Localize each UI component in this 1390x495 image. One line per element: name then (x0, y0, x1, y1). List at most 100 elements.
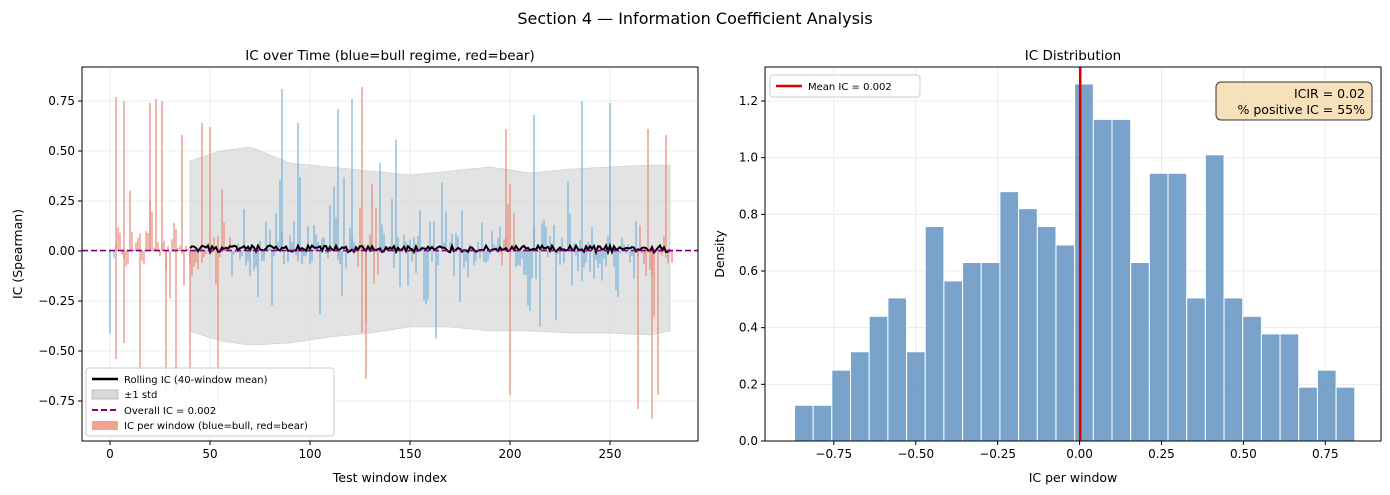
ic-bar (451, 233, 453, 251)
ic-bar (527, 251, 529, 306)
ic-bar (641, 251, 643, 254)
ic-bar (481, 222, 483, 251)
ic-bar (255, 251, 257, 267)
ic-bar (319, 251, 321, 314)
ic-bar (573, 243, 575, 251)
icir-annotation: ICIR = 0.02 % positive IC = 55% (1215, 81, 1373, 121)
ic-bar (579, 239, 581, 251)
ic-bar (459, 251, 461, 302)
ic-bar (465, 251, 467, 262)
ic-bar (287, 251, 289, 263)
ic-bar (165, 251, 167, 391)
annotation-icir: ICIR = 0.02 (1294, 86, 1365, 101)
ic-bar (597, 251, 599, 268)
ic-bar (271, 251, 273, 306)
ic-bar (311, 251, 313, 262)
ic-bar (321, 238, 323, 251)
ic-bar (221, 189, 223, 251)
ic-bar (625, 251, 627, 254)
histogram-bar (887, 297, 908, 442)
ic-bar (457, 236, 459, 251)
histogram-bar (1186, 297, 1206, 442)
histogram-bar (924, 226, 945, 442)
ic-bar (335, 217, 337, 251)
x-tick-label: 0.00 (1066, 447, 1093, 461)
ic-bar (189, 251, 191, 391)
ic-bar (141, 251, 143, 261)
ic-bar (293, 221, 295, 251)
ic-bar (435, 251, 437, 339)
ic-bar (617, 251, 619, 298)
x-tick-label: 0.75 (1312, 447, 1339, 461)
ic-bar (269, 229, 271, 251)
ic-bar (123, 101, 125, 251)
y-tick-label: 1.2 (739, 94, 758, 108)
ic-bar (357, 251, 359, 267)
ic-bar (181, 251, 183, 254)
ic-bar (149, 103, 151, 251)
ic-bar (453, 251, 455, 277)
ic-bar (647, 129, 649, 251)
rolling-ic-line (189, 242, 671, 256)
ic-bar (551, 247, 553, 251)
x-tick-label: 0.25 (1148, 447, 1175, 461)
ic-bar (123, 251, 125, 343)
ic-bar (309, 251, 311, 265)
ic-bar (279, 180, 281, 251)
ic-bar (217, 251, 219, 407)
ic-bar (521, 251, 523, 259)
ic-bar (479, 251, 481, 259)
ic-bar (409, 239, 411, 251)
ic-bar (145, 231, 147, 251)
ic-bar (265, 221, 267, 251)
ic-bar (411, 251, 413, 262)
ic-bar (159, 251, 161, 256)
ic-bar (593, 251, 595, 279)
ic-bar (471, 248, 473, 251)
ic-bar (461, 210, 463, 251)
ic-bar (153, 247, 155, 251)
ic-bar (113, 251, 115, 259)
histogram-bar (1223, 297, 1244, 442)
ic-bar (485, 251, 487, 263)
x-tick-label: 250 (599, 447, 622, 461)
ic-bar (197, 251, 199, 269)
ic-bar (417, 236, 419, 251)
ic-bar (425, 251, 427, 305)
histogram-bar (1204, 154, 1225, 442)
ic-bar (659, 251, 661, 254)
ic-bar (383, 233, 385, 251)
ic-bar (121, 251, 123, 255)
histogram-bar (831, 369, 852, 442)
y-tick-label: 1.0 (739, 151, 758, 165)
ic-bar (231, 251, 233, 276)
ic-bar (639, 225, 641, 251)
ic-bar (581, 101, 583, 251)
legend-mean-ic: Mean IC = 0.002 (808, 82, 892, 93)
ic-bar (539, 251, 541, 327)
ic-bar (535, 251, 537, 279)
ic-distribution-ylabel: Density (712, 230, 727, 278)
ic-bar (257, 251, 259, 298)
ic-bar (601, 251, 603, 281)
ic-bar (607, 236, 609, 251)
ic-bar (223, 222, 225, 251)
ic-bar (619, 251, 621, 254)
ic-bar (303, 251, 305, 256)
ic-bar (367, 250, 369, 251)
ic-over-time-title: IC over Time (blue=bull regime, red=bear… (245, 48, 534, 64)
ic-bar (653, 251, 655, 317)
ic-bar (205, 251, 207, 255)
ic-bar (591, 226, 593, 251)
ic-bar (635, 221, 637, 251)
x-tick-label: 0 (106, 447, 114, 461)
histogram-bar (1074, 83, 1094, 442)
ic-bar (143, 251, 145, 264)
ic-distribution-xlabel: IC per window (1029, 470, 1118, 485)
ic-bar (313, 225, 315, 251)
ic-bar (135, 242, 137, 251)
ic-bar (195, 251, 197, 263)
ic-bar (181, 135, 183, 251)
ic-bar (201, 251, 203, 263)
